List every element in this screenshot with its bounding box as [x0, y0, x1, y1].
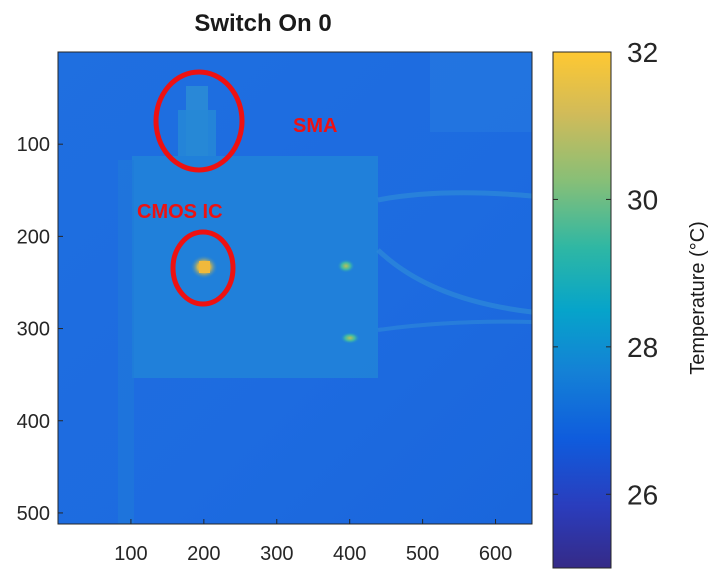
y-tick-label: 200: [17, 226, 50, 248]
thermal-image: [58, 52, 532, 524]
x-tick-label: 500: [406, 543, 439, 565]
annotation-sma: SMA: [293, 115, 337, 137]
hotspot-right-top: [337, 259, 355, 273]
colorbar: [552, 51, 612, 569]
colorbar-ticks: 26 28 30 32: [553, 37, 658, 510]
y-tick-label: 500: [17, 503, 50, 525]
colorbar-tick-label: 32: [627, 37, 658, 68]
thermal-cable-2: [376, 248, 532, 315]
hotspot-cmos-ic-core: [199, 261, 210, 273]
y-axis-ticks: 100 200 300 400 500: [17, 134, 63, 525]
x-tick-label: 300: [260, 543, 293, 565]
colorbar-tick-label: 26: [627, 479, 658, 510]
plot-frame: [57, 51, 533, 525]
y-tick-label: 400: [17, 411, 50, 433]
x-tick-label: 100: [114, 543, 147, 565]
y-tick-label: 300: [17, 319, 50, 341]
x-tick-label: 400: [333, 543, 366, 565]
thermal-region-top-right: [430, 52, 532, 132]
thermal-cable-3: [377, 319, 532, 332]
thermal-board-edge: [118, 160, 134, 524]
colorbar-tick-label: 28: [627, 332, 658, 363]
thermal-sma-body: [178, 110, 216, 156]
hotspot-right-bottom: [340, 332, 360, 344]
x-tick-label: 600: [479, 543, 512, 565]
cmos-ic-marker-ellipse: [170, 229, 236, 307]
x-tick-label: 200: [187, 543, 220, 565]
annotation-cmos-ic: CMOS IC: [137, 201, 223, 223]
y-tick-label: 100: [17, 134, 50, 156]
colorbar-label: Temperature (°C): [687, 221, 709, 375]
sma-marker-ellipse: [153, 69, 245, 173]
chart-title: Switch On 0: [194, 10, 331, 37]
thermal-cable-1: [377, 190, 532, 203]
colorbar-tick-label: 30: [627, 184, 658, 215]
x-axis-ticks: 100 200 300 400 500 600: [114, 519, 512, 565]
